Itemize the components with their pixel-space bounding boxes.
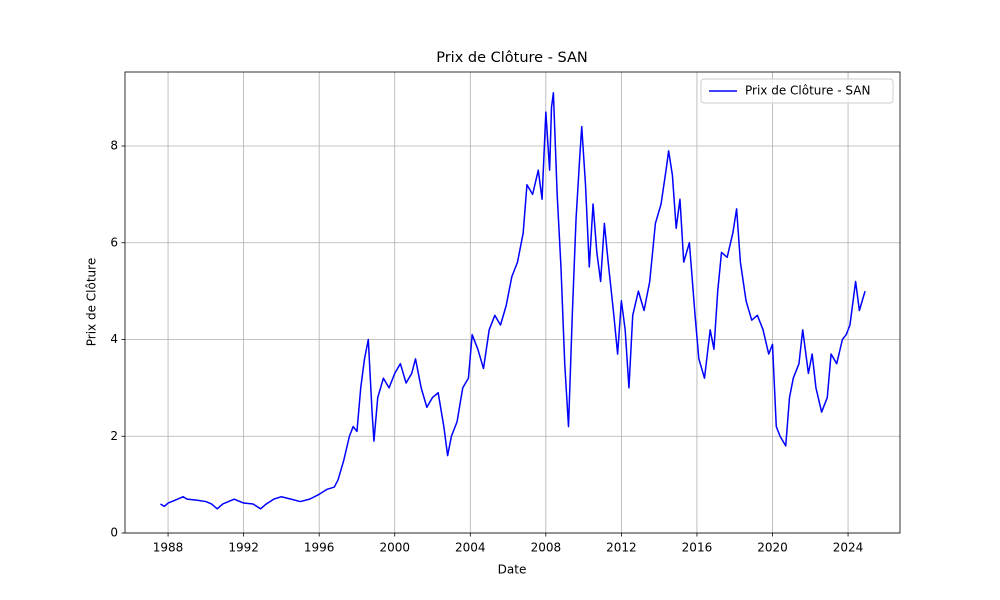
legend: Prix de Clôture - SAN <box>700 78 894 104</box>
x-tick-label: 2008 <box>531 541 562 555</box>
y-tick-label: 6 <box>110 235 118 249</box>
x-tick-label: 2004 <box>455 541 486 555</box>
x-tick-label: 2020 <box>757 541 788 555</box>
x-tick-label: 1988 <box>153 541 184 555</box>
y-tick-label: 8 <box>110 139 118 153</box>
chart-title: Prix de Clôture - SAN <box>436 50 588 66</box>
plot-area <box>160 92 866 510</box>
data-line <box>160 92 866 510</box>
x-tick-label: 2016 <box>682 541 713 555</box>
legend-box <box>700 78 894 104</box>
y-tick-label: 2 <box>110 429 118 443</box>
y-tick-label: 0 <box>110 526 118 540</box>
y-axis-label: Prix de Clôture <box>85 258 99 346</box>
x-tick-label: 1992 <box>228 541 259 555</box>
x-tick-label: 2012 <box>606 541 637 555</box>
axes-frame <box>124 71 901 534</box>
grid <box>125 72 900 534</box>
x-axis-label: Date <box>498 563 527 577</box>
legend-label: Prix de Clôture - SAN <box>745 84 870 98</box>
x-tick-label: 2000 <box>379 541 410 555</box>
y-tick-label: 4 <box>110 332 118 346</box>
x-tick-label: 2024 <box>833 541 864 555</box>
x-tick-label: 1996 <box>304 541 335 555</box>
